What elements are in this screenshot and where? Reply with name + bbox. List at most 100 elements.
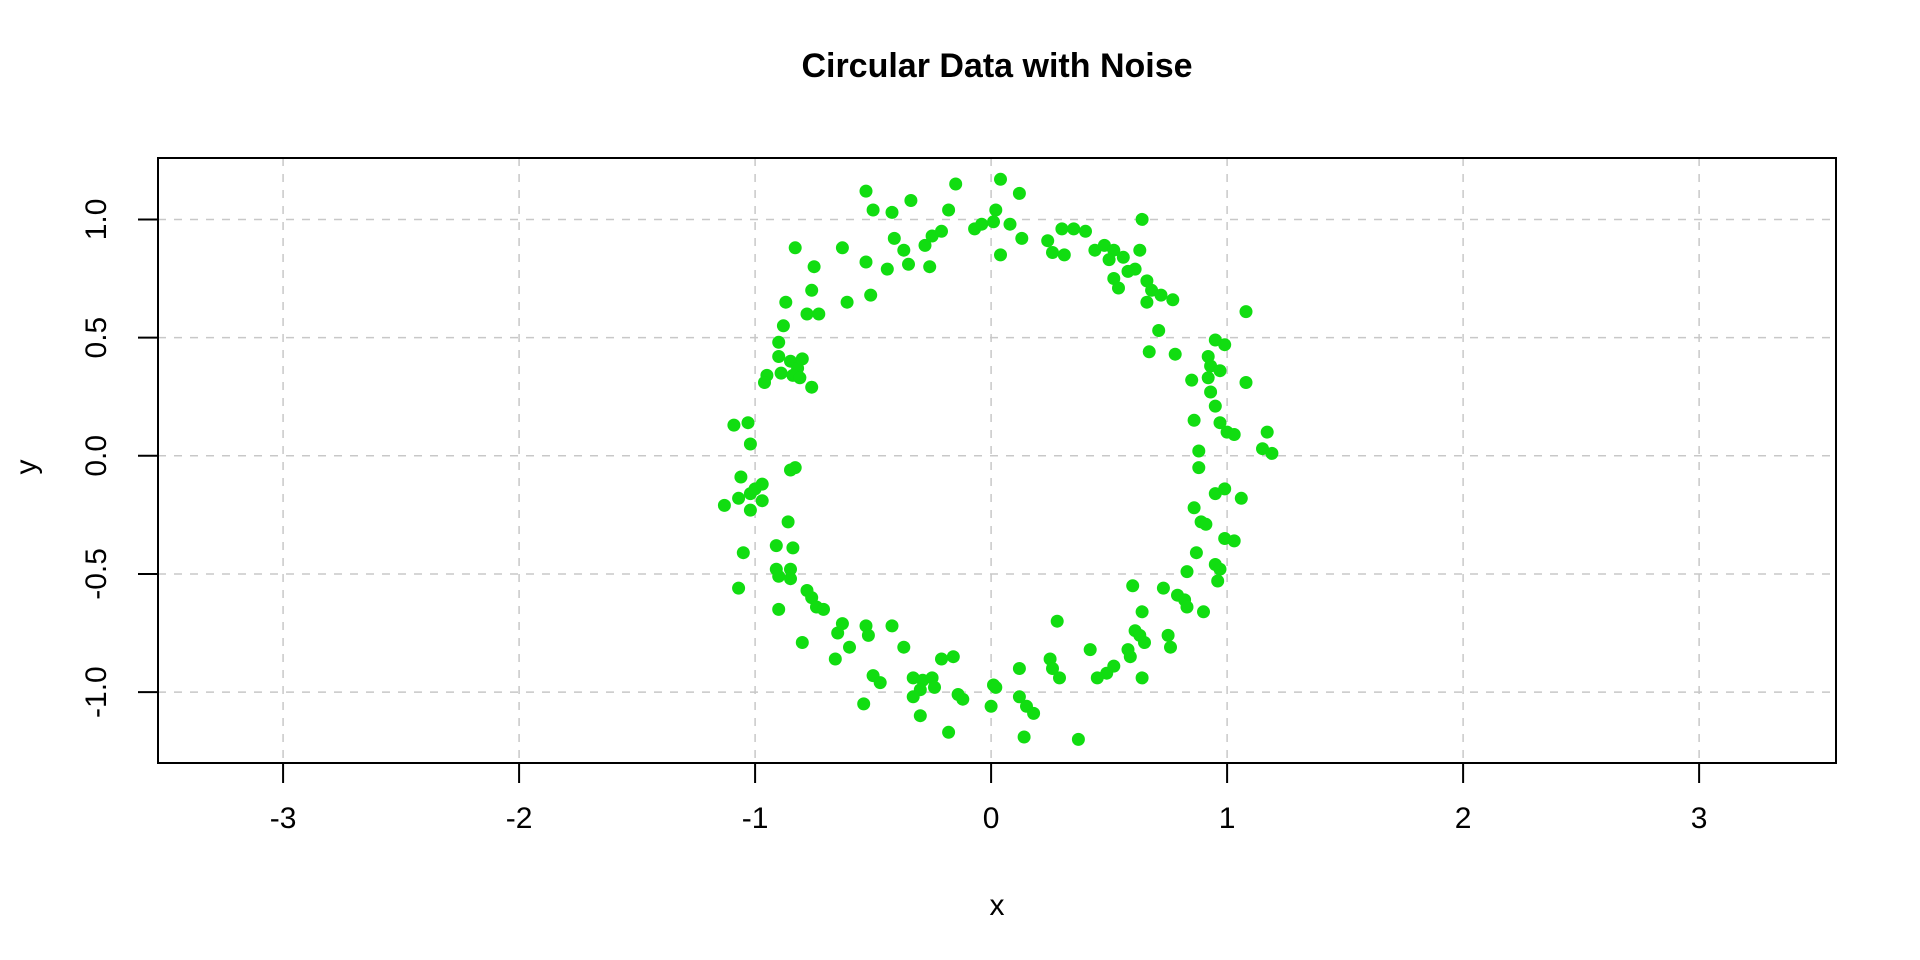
scatter-point bbox=[786, 541, 800, 555]
scatter-point bbox=[1265, 446, 1279, 460]
gridlines bbox=[158, 158, 1836, 763]
scatter-point bbox=[776, 319, 790, 333]
scatter-point bbox=[769, 539, 783, 553]
scatter-point bbox=[1090, 671, 1104, 685]
scatter-point bbox=[989, 680, 1003, 694]
scatter-point bbox=[805, 283, 819, 297]
scatter-point bbox=[793, 371, 807, 385]
scatter-point bbox=[1185, 373, 1199, 387]
scatter-point bbox=[866, 203, 880, 217]
scatter-point bbox=[956, 692, 970, 706]
scatter-point bbox=[1046, 246, 1059, 259]
scatter-point bbox=[743, 437, 757, 451]
scatter-point bbox=[1041, 234, 1055, 248]
scatter-point bbox=[1192, 444, 1206, 458]
scatter-point bbox=[975, 217, 989, 231]
x-tick-label: 1 bbox=[1219, 802, 1236, 835]
scatter-point bbox=[1218, 482, 1232, 496]
scatter-point bbox=[885, 205, 899, 219]
scatter-point bbox=[1083, 643, 1097, 657]
scatter-point bbox=[897, 640, 911, 654]
scatter-point bbox=[1012, 186, 1026, 200]
scatter-point bbox=[784, 572, 797, 586]
scatter-point bbox=[1012, 662, 1026, 675]
scatter-point bbox=[1138, 636, 1151, 649]
scatter-point bbox=[1067, 222, 1081, 236]
scatter-point bbox=[1234, 491, 1248, 505]
scatter-point bbox=[1121, 264, 1135, 278]
scatter-point bbox=[1135, 605, 1149, 619]
scatter-point bbox=[807, 260, 821, 274]
y-tick-label: 0.0 bbox=[80, 435, 113, 477]
scatter-point bbox=[732, 491, 746, 505]
scatter-point bbox=[1015, 231, 1029, 245]
scatter-point bbox=[935, 652, 948, 666]
scatter-point bbox=[1180, 565, 1194, 579]
scatter-point bbox=[800, 307, 814, 321]
scatter-point bbox=[1168, 347, 1182, 361]
scatter-point bbox=[864, 288, 878, 302]
scatter-point bbox=[1050, 614, 1064, 628]
scatter-point bbox=[1053, 671, 1066, 685]
scatter-point bbox=[880, 262, 894, 276]
chart-title: Circular Data with Noise bbox=[801, 47, 1192, 85]
x-tick-label: -3 bbox=[270, 802, 297, 835]
scatter-point bbox=[861, 628, 875, 642]
scatter-point bbox=[902, 257, 915, 271]
scatter-point bbox=[1071, 732, 1085, 746]
scatter-point bbox=[784, 562, 797, 576]
scatter-point bbox=[734, 470, 748, 484]
scatter-point bbox=[1227, 428, 1241, 441]
scatter-point bbox=[727, 418, 741, 432]
y-tick-label: 1.0 bbox=[80, 199, 113, 241]
scatter-point bbox=[1218, 338, 1232, 352]
scatter-point bbox=[1135, 671, 1149, 685]
scatter-point bbox=[779, 295, 793, 309]
scatter-point bbox=[817, 602, 830, 616]
scatter-point bbox=[1126, 579, 1140, 593]
scatter-point bbox=[857, 697, 871, 711]
x-tick-labels: -3 -2 -1 0 1 2 3 bbox=[270, 802, 1708, 835]
scatter-point bbox=[859, 255, 873, 269]
scatter-point bbox=[1102, 253, 1116, 267]
scatter-point bbox=[897, 243, 911, 257]
scatter-point bbox=[935, 224, 948, 238]
y-tick-labels: -1.0 -0.5 0.0 0.5 1.0 bbox=[80, 199, 113, 718]
scatter-point bbox=[732, 581, 746, 595]
scatter-point bbox=[949, 177, 963, 191]
scatter-point bbox=[1199, 517, 1213, 531]
scatter-point bbox=[1164, 640, 1177, 654]
y-tick-label: 0.5 bbox=[80, 317, 113, 359]
scatter-point bbox=[788, 241, 802, 255]
scatter-point bbox=[928, 680, 941, 694]
scatter-point bbox=[1204, 385, 1218, 399]
scatter-point bbox=[1079, 224, 1092, 238]
scatter-point bbox=[1166, 293, 1180, 307]
y-axis-label: y bbox=[10, 460, 43, 475]
scatter-point bbox=[736, 546, 750, 560]
data-points bbox=[717, 172, 1279, 746]
scatter-point bbox=[1135, 212, 1149, 226]
axis-ticks bbox=[138, 218, 1701, 783]
scatter-point bbox=[1140, 295, 1154, 309]
scatter-point bbox=[994, 172, 1007, 186]
scatter-point bbox=[1017, 730, 1031, 744]
scatter-point bbox=[859, 184, 873, 198]
y-tick-label: -0.5 bbox=[80, 548, 113, 600]
scatter-point bbox=[1057, 248, 1071, 262]
scatter-point bbox=[835, 617, 849, 631]
scatter-point bbox=[1227, 534, 1241, 548]
scatter-point bbox=[1027, 706, 1041, 720]
scatter-point bbox=[1192, 461, 1206, 475]
scatter-point bbox=[741, 416, 755, 430]
scatter-point bbox=[772, 602, 786, 616]
scatter-point bbox=[1116, 250, 1130, 264]
scatter-point bbox=[774, 366, 788, 380]
plot-border bbox=[157, 157, 1837, 764]
scatter-point bbox=[1123, 650, 1137, 664]
scatter-point bbox=[1012, 690, 1026, 704]
scatter-point bbox=[772, 335, 786, 349]
scatter-point bbox=[788, 461, 802, 475]
scatter-point bbox=[1180, 600, 1194, 614]
